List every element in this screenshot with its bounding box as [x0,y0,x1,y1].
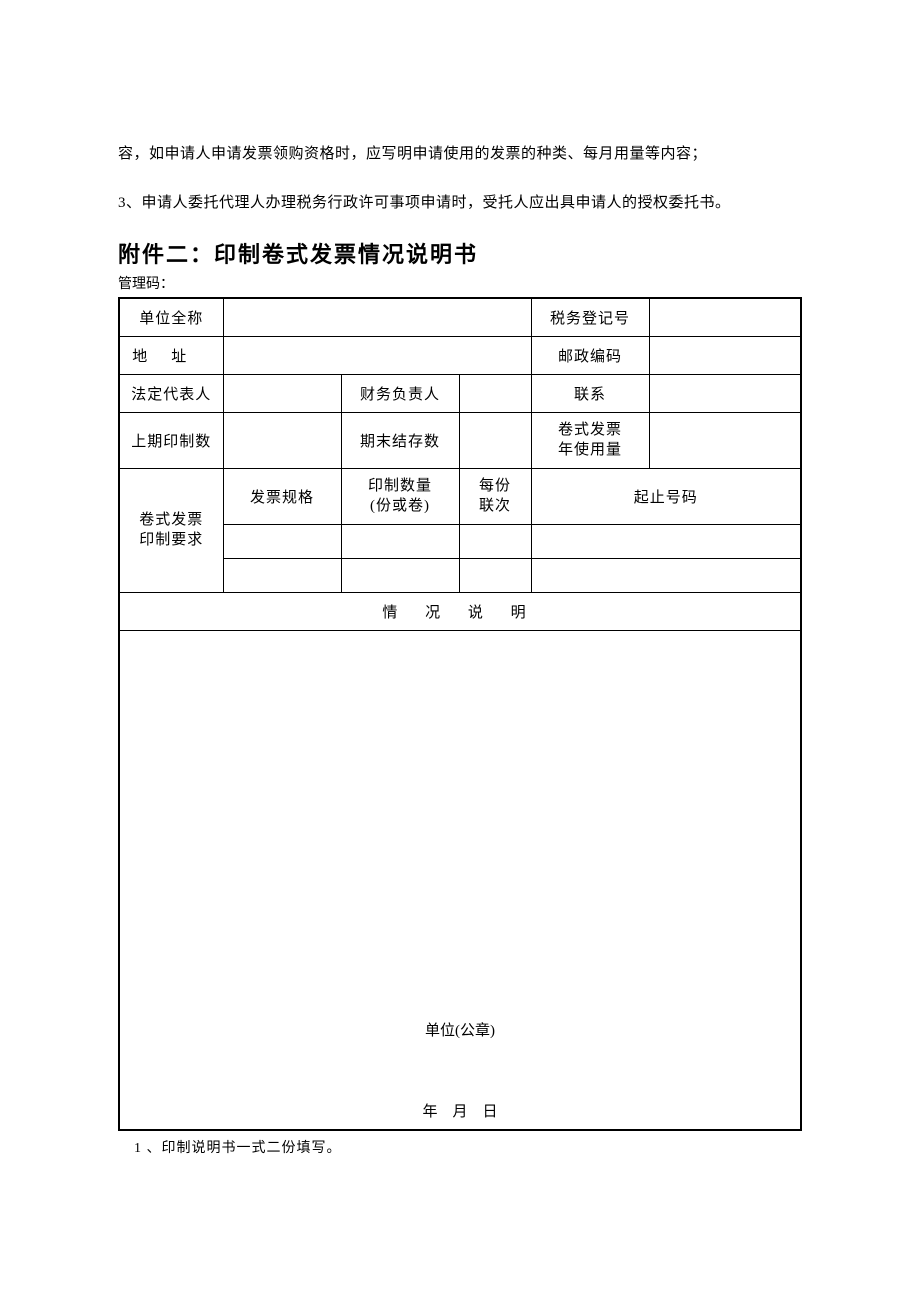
row-section-title: 情 况 说 明 [119,593,801,631]
field-qty-2[interactable] [341,559,459,593]
row-description: 单位(公章) 年 月 日 [119,631,801,1131]
label-range: 起止号码 [531,469,801,525]
form-table: 单位全称 税务登记号 地址 邮政编码 法定代表人 财务负责人 联系 上期印制数 … [118,297,802,1131]
field-finance-head[interactable] [459,375,531,413]
intro-line-1: 容，如申请人申请发票领购资格时，应写明申请使用的发票的种类、每月用量等内容； [118,140,802,169]
row-address: 地址 邮政编码 [119,337,801,375]
field-postal[interactable] [649,337,801,375]
label-address: 地址 [119,337,223,375]
label-seal: 单位(公章) [124,1019,796,1040]
attachment-title: 附件二：印制卷式发票情况说明书 [118,237,802,269]
label-tax-reg-no: 税务登记号 [531,298,649,337]
label-contact: 联系 [531,375,649,413]
row-unit-name: 单位全称 税务登记号 [119,298,801,337]
label-legal-rep: 法定代表人 [119,375,223,413]
label-annual-use: 卷式发票年使用量 [531,413,649,469]
field-unit-name[interactable] [223,298,531,337]
field-end-balance[interactable] [459,413,531,469]
footnote: 1 、印制说明书一式二份填写。 [118,1137,802,1157]
label-prev-print: 上期印制数 [119,413,223,469]
field-tax-reg-no[interactable] [649,298,801,337]
row-legal-rep: 法定代表人 财务负责人 联系 [119,375,801,413]
field-annual-use[interactable] [649,413,801,469]
label-unit-name: 单位全称 [119,298,223,337]
field-legal-rep[interactable] [223,375,341,413]
intro-line-2: 3、申请人委托代理人办理税务行政许可事项申请时，受托人应出具申请人的授权委托书。 [118,189,802,218]
field-range-2[interactable] [531,559,801,593]
field-description[interactable]: 单位(公章) 年 月 日 [119,631,801,1131]
field-spec-2[interactable] [223,559,341,593]
label-postal: 邮政编码 [531,337,649,375]
mgmt-code-label: 管理码： [118,273,802,293]
label-qty: 印制数量(份或卷) [341,469,459,525]
label-spec: 发票规格 [223,469,341,525]
field-contact[interactable] [649,375,801,413]
field-address[interactable] [223,337,531,375]
field-copies-1[interactable] [459,525,531,559]
field-spec-1[interactable] [223,525,341,559]
description-blank [124,639,796,1019]
label-finance-head: 财务负责人 [341,375,459,413]
label-date: 年 月 日 [124,1100,796,1121]
row-req-header: 卷式发票印制要求 发票规格 印制数量(份或卷) 每份联次 起止号码 [119,469,801,525]
label-print-req: 卷式发票印制要求 [119,469,223,593]
field-qty-1[interactable] [341,525,459,559]
label-copies: 每份联次 [459,469,531,525]
field-range-1[interactable] [531,525,801,559]
field-copies-2[interactable] [459,559,531,593]
label-section: 情 况 说 明 [119,593,801,631]
label-end-balance: 期末结存数 [341,413,459,469]
row-prev-print: 上期印制数 期末结存数 卷式发票年使用量 [119,413,801,469]
field-prev-print[interactable] [223,413,341,469]
